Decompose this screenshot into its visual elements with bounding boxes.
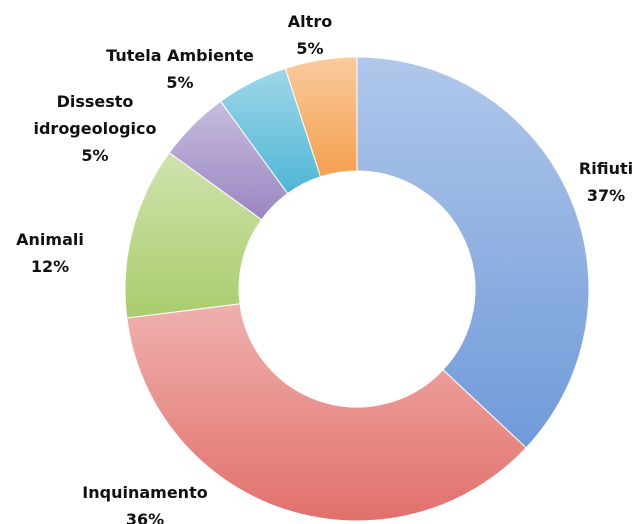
value-label: 5% xyxy=(81,146,109,165)
value-label: 5% xyxy=(166,73,194,92)
category-label: Animali xyxy=(16,230,84,249)
donut-slice xyxy=(356,56,590,449)
value-label: 36% xyxy=(125,510,165,524)
slice-label: Inquinamento 36% xyxy=(82,479,207,524)
donut-slice xyxy=(284,56,358,178)
category-label: Altro xyxy=(287,12,333,31)
donut-slice xyxy=(126,303,527,522)
category-label: Inquinamento xyxy=(82,483,208,502)
category-label: Rifiuti xyxy=(578,159,634,178)
value-label: 12% xyxy=(30,257,70,276)
category-label: Dissesto idrogeologico xyxy=(33,92,157,138)
slice-label: Animali 12% xyxy=(16,226,84,280)
value-label: 37% xyxy=(586,186,626,205)
slice-label: Tutela Ambiente 5% xyxy=(106,42,254,96)
category-label: Tutela Ambiente xyxy=(106,46,254,65)
value-label: 5% xyxy=(296,39,324,58)
slice-label: Rifiuti 37% xyxy=(579,155,633,209)
slice-label: Altro 5% xyxy=(288,8,332,62)
slice-label: Dissesto idrogeologico 5% xyxy=(20,88,170,169)
